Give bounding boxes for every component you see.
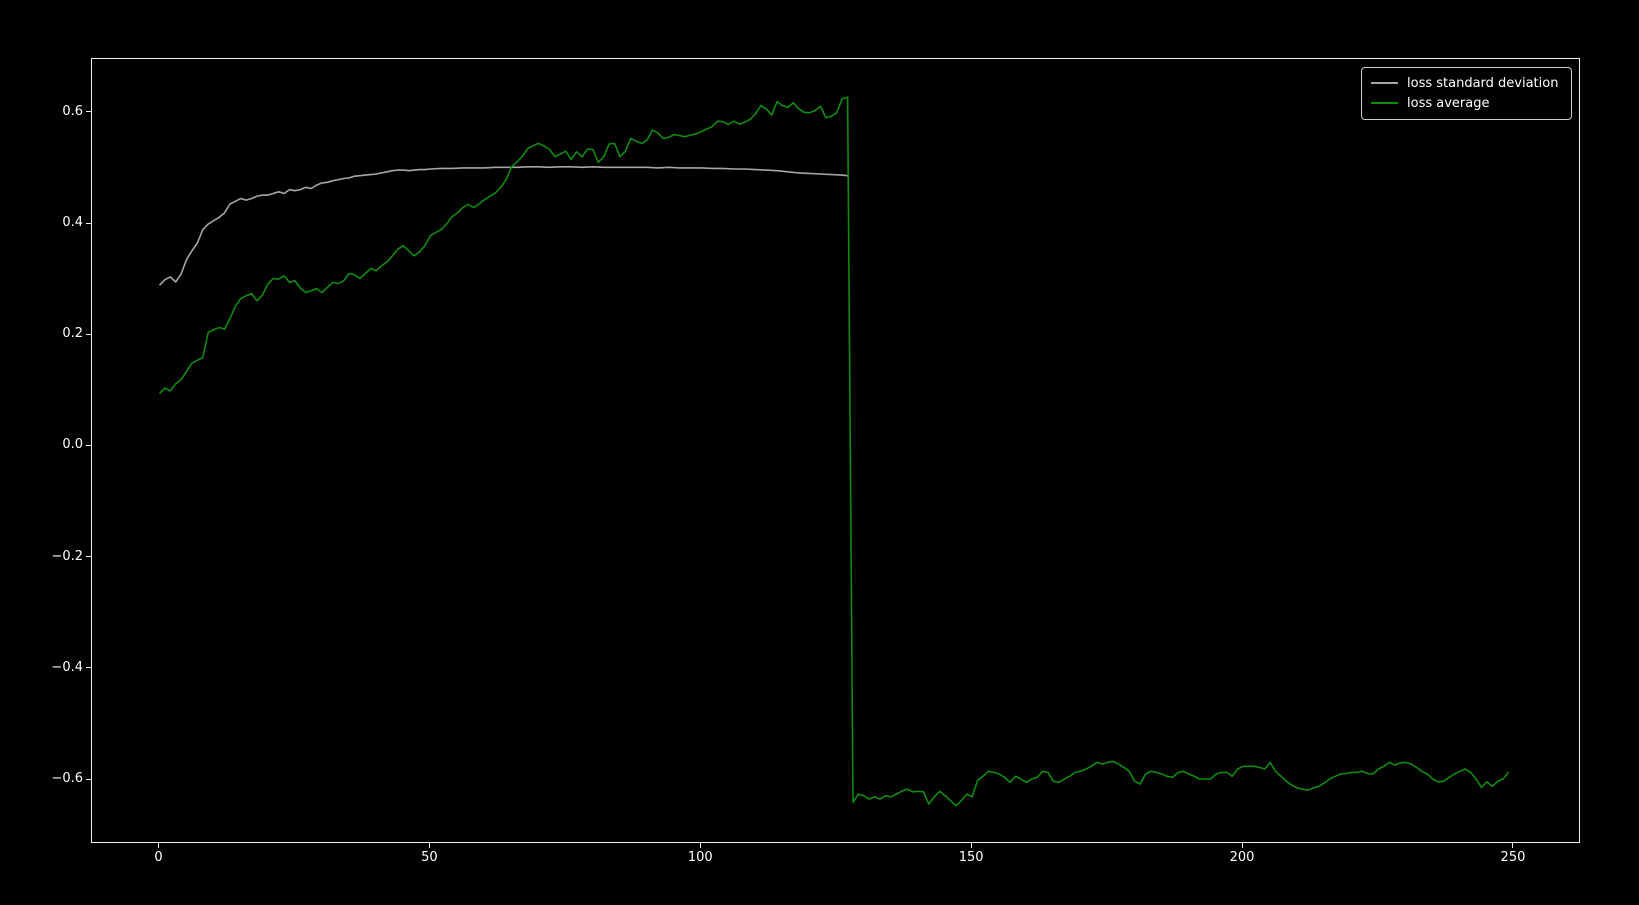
y-tick-mark — [86, 778, 91, 780]
legend-label-std: loss standard deviation — [1407, 75, 1559, 91]
y-tick-label: −0.2 — [51, 548, 83, 564]
legend: loss standard deviation loss average — [1361, 67, 1572, 120]
x-tick-label: 50 — [421, 850, 438, 865]
legend-label-avg: loss average — [1407, 95, 1490, 111]
x-tick-label: 250 — [1500, 850, 1526, 865]
x-tick-mark — [699, 843, 701, 848]
plot-area — [91, 58, 1580, 843]
legend-line-sample-std — [1371, 82, 1398, 84]
legend-entry: loss average — [1371, 93, 1562, 113]
x-tick-mark — [428, 843, 430, 848]
legend-entry: loss standard deviation — [1371, 73, 1562, 93]
x-tick-label: 0 — [154, 850, 163, 865]
y-tick-mark — [86, 333, 91, 335]
x-tick-label: 200 — [1229, 850, 1255, 865]
x-tick-label: 100 — [687, 850, 713, 865]
y-tick-label: −0.6 — [51, 771, 83, 787]
y-tick-label: 0.0 — [62, 437, 83, 453]
loss-average-line — [158, 96, 1510, 807]
y-tick-mark — [86, 222, 91, 224]
x-tick-label: 150 — [958, 850, 984, 865]
y-tick-label: 0.6 — [62, 103, 83, 119]
y-tick-mark — [86, 111, 91, 113]
y-tick-mark — [86, 444, 91, 446]
plot-svg — [158, 96, 1510, 807]
y-tick-label: 0.4 — [62, 215, 83, 231]
legend-line-sample-avg — [1371, 102, 1398, 104]
x-tick-mark — [1512, 843, 1514, 848]
y-tick-mark — [86, 667, 91, 669]
x-tick-mark — [157, 843, 159, 848]
loss-standard-deviation-line — [158, 166, 848, 286]
y-tick-label: −0.4 — [51, 659, 83, 675]
x-tick-mark — [1241, 843, 1243, 848]
y-tick-mark — [86, 556, 91, 558]
x-tick-mark — [970, 843, 972, 848]
y-tick-label: 0.2 — [62, 326, 83, 342]
